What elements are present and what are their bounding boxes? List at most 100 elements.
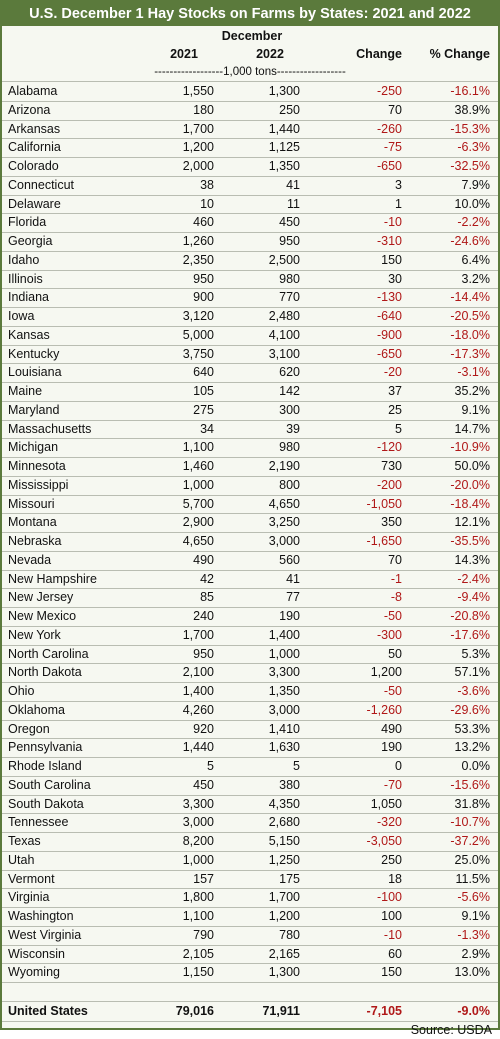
cell: 450 [193,777,214,792]
row-line [2,888,498,889]
cell: 50.0% [454,459,490,473]
cell: -18.0% [450,327,490,342]
cell: 34 [200,421,214,436]
cell: 1,410 [268,721,300,736]
cell: 5 [395,421,402,436]
cell: 980 [279,271,300,286]
cell: -1.3% [457,927,490,942]
cell: 3,120 [182,309,214,323]
cell: -2.2% [457,215,490,230]
row-line [2,495,498,496]
cell: -640 [376,309,402,323]
state-name: Nebraska [8,534,62,548]
cell: 7.9% [461,177,491,192]
cell: 12.1% [454,515,490,530]
state-name: Michigan [8,440,59,455]
row-line [2,738,498,739]
cell: -9.4% [457,590,490,605]
cell: -200 [376,477,402,492]
cell: -32.5% [450,159,490,173]
cell: 5 [207,759,214,773]
cell: 37 [388,384,402,398]
cell: -130 [376,290,402,305]
row-line [2,626,498,627]
cell: 9.1% [461,909,491,923]
row-line [2,457,498,458]
cell: -1,650 [366,534,402,548]
cell: 3,250 [268,515,300,530]
cell: 620 [279,365,300,380]
cell: -16.1% [450,84,490,98]
cell: 4,350 [268,796,300,811]
cell: 3.2% [461,271,491,286]
title: U.S. December 1 Hay Stocks on Farms by S… [2,2,498,26]
column-header: Change [356,47,402,61]
cell: 77 [286,590,300,605]
cell: 190 [381,740,402,755]
cell: 460 [193,215,214,230]
cell: -2.4% [457,571,490,586]
cell: 100 [381,909,402,923]
cell: 38 [200,177,214,192]
state-name: Indiana [8,290,50,305]
cell: 4,650 [268,496,300,511]
cell: -260 [376,121,402,136]
row-line [2,401,498,402]
cell: 11 [287,196,300,211]
cell: -310 [376,234,402,248]
row-line [2,870,498,871]
state-name: Mississippi [8,477,69,492]
state-name: Pennsylvania [8,740,83,755]
group-header: December [221,29,283,43]
cell: 71,911 [262,1003,300,1018]
cell: 13.0% [454,965,490,980]
cell: 1,350 [268,159,300,173]
cell: 2,680 [268,815,300,830]
row-line [2,326,498,327]
cell: 1,050 [370,796,402,811]
row-line [2,645,498,646]
state-name: Illinois [8,271,43,286]
row-line [2,926,498,927]
cell: 1,700 [182,121,214,136]
cell: -3,050 [366,834,402,848]
state-name: Delaware [8,196,61,211]
cell: 2,900 [182,515,214,530]
cell: 190 [279,609,300,623]
cell: 450 [279,215,300,230]
state-name: Texas [8,834,41,848]
cell: 3,000 [182,815,214,830]
cell: 770 [279,290,300,305]
cell: 3,300 [268,665,300,680]
cell: 18 [388,871,402,886]
cell: 490 [193,552,214,567]
row-line [2,420,498,421]
cell: 2,190 [268,459,300,473]
cell: -75 [383,140,402,155]
state-name: New Hampshire [8,571,97,586]
cell: 1,000 [182,852,214,867]
cell: -650 [376,346,402,361]
state-name: West Virginia [8,927,82,942]
cell: -17.6% [450,627,490,642]
cell: 3,300 [182,796,214,811]
column-header: 2022 [256,47,284,61]
row-line [2,701,498,702]
cell: 70 [388,552,402,567]
row-line [2,588,498,589]
cell: 1,000 [268,646,300,661]
cell: -20 [383,365,402,380]
cell: -15.3% [450,121,490,136]
cell: -100 [376,890,402,905]
cell: 1,300 [268,965,300,980]
cell: 0.0% [461,759,491,773]
cell: 1,550 [182,84,214,98]
cell: 150 [381,252,402,267]
cell: -29.6% [450,702,490,717]
state-name: Maryland [8,402,60,417]
cell: 800 [279,477,300,492]
state-name: Rhode Island [8,759,82,773]
state-name: New York [8,627,61,642]
cell: 4,650 [182,534,214,548]
